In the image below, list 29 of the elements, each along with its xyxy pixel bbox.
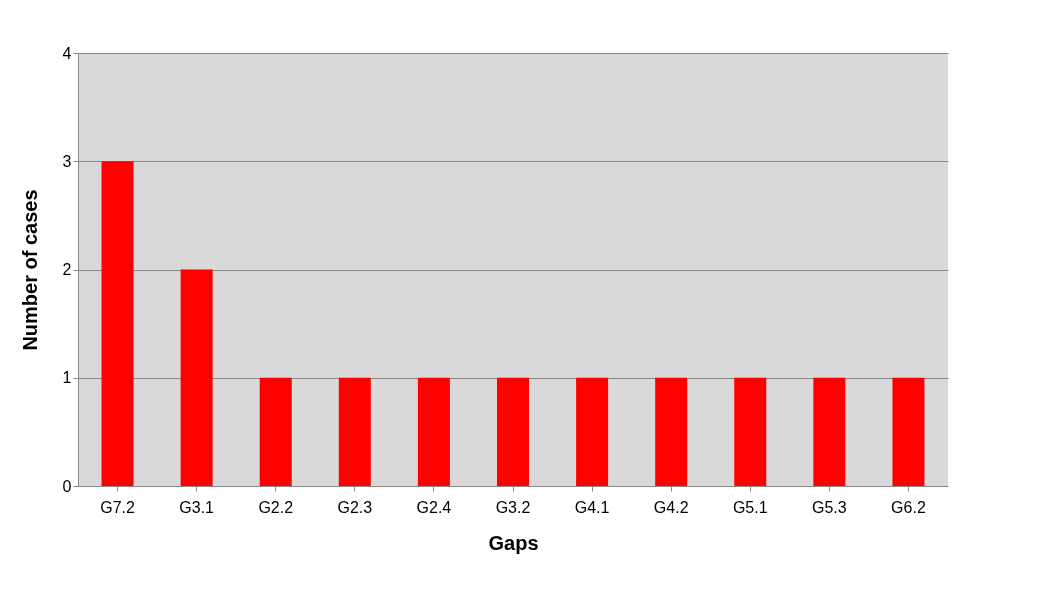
y-tick-label: 1 (62, 369, 72, 387)
bar (655, 377, 688, 486)
y-tick-label: 0 (62, 477, 72, 495)
bar (101, 161, 134, 486)
x-axis-title: Gaps (488, 531, 539, 554)
bar (259, 377, 292, 486)
x-tick-label: G7.2 (100, 498, 135, 516)
x-tick-label: G3.1 (179, 498, 215, 516)
bar (497, 377, 529, 486)
bar (180, 269, 213, 486)
bar (813, 377, 846, 486)
x-tick-label: G2.4 (416, 498, 452, 516)
x-tick-label: G2.3 (337, 498, 373, 516)
y-tick-label: 3 (62, 152, 72, 170)
bar (338, 377, 371, 486)
x-tick-label: G2.2 (258, 498, 294, 516)
y-axis-title: Number of cases (18, 189, 41, 351)
x-tick-label: G5.3 (812, 498, 847, 516)
y-tick-label: 2 (62, 261, 72, 278)
x-tick-label: G4.2 (653, 498, 689, 516)
bar (734, 377, 767, 486)
y-tick-label: 4 (62, 44, 72, 62)
bar (576, 377, 609, 486)
bar (892, 377, 925, 486)
x-tick-label: G3.2 (495, 498, 531, 516)
bar (417, 377, 450, 486)
x-tick-label: G6.2 (891, 498, 926, 516)
x-tick-label: G5.1 (732, 498, 768, 516)
x-tick-label: G4.1 (574, 498, 610, 516)
